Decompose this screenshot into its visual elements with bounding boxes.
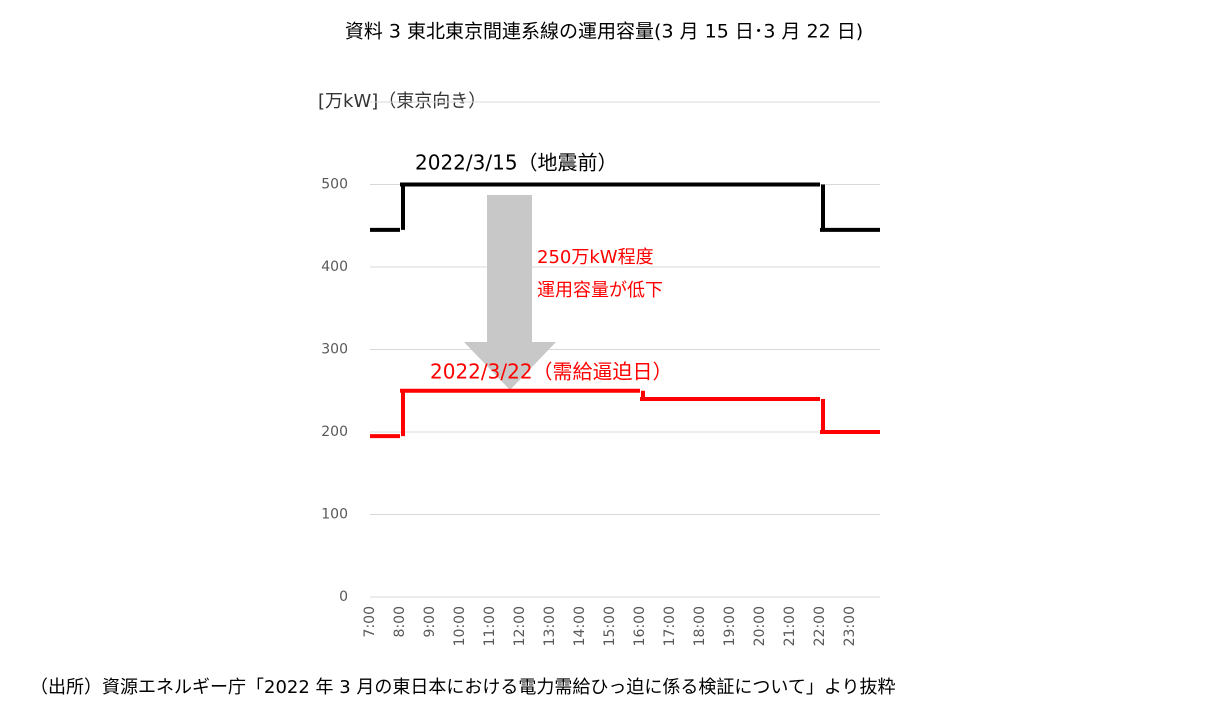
x-tick-label: 17:00 [662,606,678,646]
y-tick-label: 0 [339,589,348,605]
series-label: 2022/3/22（需給逼迫日） [430,360,673,384]
x-tick-label: 22:00 [812,606,828,646]
x-tick-label: 16:00 [632,606,648,646]
arrow [464,195,556,390]
x-tick-label: 19:00 [722,606,738,646]
x-tick-label: 15:00 [602,606,618,646]
x-tick-label: 23:00 [842,606,858,646]
series-label: 2022/3/15（地震前） [415,151,618,175]
x-tick-label: 9:00 [422,606,438,637]
series [370,388,880,439]
series [370,182,880,232]
x-tick-label: 20:00 [752,606,768,646]
x-tick-label: 18:00 [692,606,708,646]
x-tick-label: 7:00 [362,606,378,637]
x-tick-label: 11:00 [482,606,498,646]
x-tick-label: 12:00 [512,606,528,646]
x-tick-label: 13:00 [542,606,558,646]
y-tick-label: 400 [321,259,348,275]
source-note: （出所）資源エネルギー庁「2022 年 3 月の東日本における電力需給ひっ迫に係… [30,677,896,698]
y-tick-label: 300 [321,342,348,358]
y-tick-label: 500 [321,177,348,193]
y-tick-label: 100 [321,507,348,523]
x-tick-label: 21:00 [782,606,798,646]
x-tick-label: 14:00 [572,606,588,646]
x-tick-label: 8:00 [392,606,408,637]
chart-title: 資料 3 東北東京間連系線の運用容量(3 月 15 日･3 月 22 日) [345,21,863,43]
annotation: 250万kW程度 [537,247,654,268]
y-tick-label: 200 [321,424,348,440]
annotation: 運用容量が低下 [537,280,663,301]
x-tick-label: 10:00 [452,606,468,646]
